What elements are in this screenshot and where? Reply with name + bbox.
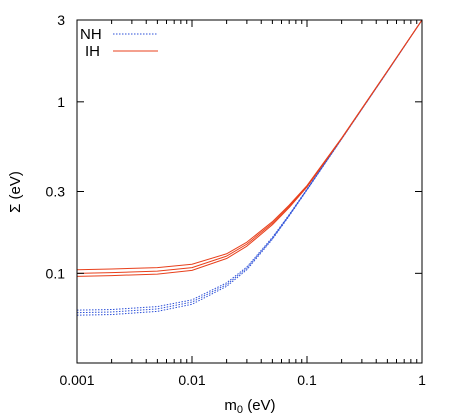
x-tick-label: 0.01 (178, 372, 205, 388)
series-line-nh-lower (76, 19, 423, 316)
x-axis-label-main: m (224, 397, 237, 414)
series-layer (76, 19, 423, 316)
ticks-layer: 0.001 0.01 0.1 1 0.1 0.3 1 3 (46, 12, 427, 388)
series-line-ih-lower (76, 19, 423, 277)
x-axis-label-unit: (eV) (243, 397, 276, 414)
y-tick-label: 3 (57, 12, 65, 28)
legend-label-nh: NH (80, 26, 102, 43)
legend-label-ih: IH (85, 43, 100, 60)
series-line-nh-upper (76, 19, 423, 311)
y-tick-label: 1 (57, 94, 65, 110)
y-tick-label: 0.3 (46, 184, 66, 200)
x-tick-label: 0.1 (297, 372, 317, 388)
x-axis-label: m0 (eV) (224, 397, 275, 416)
y-axis-label: Σ (eV) (7, 171, 24, 213)
x-tick-label: 1 (418, 372, 426, 388)
legend: NH IH (80, 26, 158, 60)
x-axis-label-sub: 0 (237, 404, 243, 416)
x-tick-label: 0.001 (59, 372, 94, 388)
y-tick-label: 0.1 (46, 265, 66, 281)
plot-frame (76, 19, 423, 364)
